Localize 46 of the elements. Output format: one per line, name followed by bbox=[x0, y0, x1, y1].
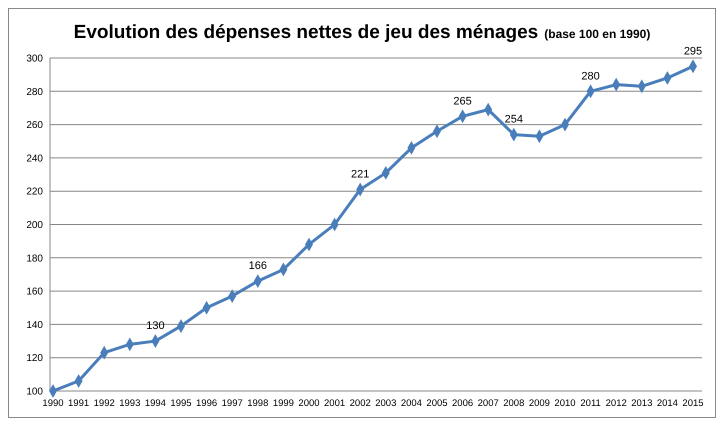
x-tick-label: 2003 bbox=[375, 398, 396, 409]
y-tick-label: 220 bbox=[26, 186, 44, 198]
x-tick-label: 1996 bbox=[196, 398, 218, 409]
data-label: 130 bbox=[146, 320, 165, 332]
x-tick-label: 1997 bbox=[222, 398, 243, 409]
y-tick-label: 120 bbox=[26, 353, 44, 364]
x-tick-label: 2014 bbox=[656, 398, 678, 409]
x-tick-label: 2015 bbox=[682, 398, 704, 409]
x-tick-label: 1998 bbox=[247, 398, 268, 409]
x-tick-label: 2005 bbox=[426, 398, 448, 409]
y-tick-label: 200 bbox=[26, 220, 44, 231]
data-label: 265 bbox=[453, 95, 472, 108]
x-tick-label: 1990 bbox=[42, 398, 64, 409]
x-tick-label: 1995 bbox=[170, 398, 192, 409]
x-tick-label: 2012 bbox=[606, 398, 627, 409]
data-label: 166 bbox=[248, 260, 267, 272]
x-tick-label: 1994 bbox=[144, 398, 166, 409]
data-label: 295 bbox=[684, 45, 702, 58]
x-tick-label: 2011 bbox=[580, 398, 601, 409]
data-label: 221 bbox=[351, 168, 370, 181]
x-tick-label: 2006 bbox=[452, 398, 474, 409]
x-tick-label: 1991 bbox=[68, 398, 90, 409]
y-tick-label: 280 bbox=[26, 86, 44, 98]
chart-subtitle: (base 100 en 1990) bbox=[544, 27, 650, 41]
y-tick-label: 180 bbox=[26, 253, 44, 264]
y-tick-label: 240 bbox=[26, 153, 44, 164]
x-tick-label: 2004 bbox=[400, 398, 422, 409]
y-tick-label: 300 bbox=[26, 54, 44, 64]
y-tick-label: 260 bbox=[26, 120, 44, 132]
x-tick-label: 2000 bbox=[298, 398, 320, 409]
data-label: 280 bbox=[581, 70, 600, 82]
y-tick-label: 100 bbox=[26, 386, 44, 398]
x-tick-label: 1993 bbox=[119, 398, 140, 409]
x-tick-label: 1992 bbox=[94, 398, 115, 409]
x-tick-label: 2010 bbox=[554, 398, 576, 409]
x-tick-label: 2002 bbox=[350, 398, 371, 409]
y-tick-label: 140 bbox=[26, 320, 44, 331]
x-tick-label: 2008 bbox=[503, 398, 524, 409]
x-tick-label: 2007 bbox=[478, 398, 499, 409]
chart-title: Evolution des dépenses nettes de jeu des ménages bbox=[74, 22, 538, 43]
data-label: 254 bbox=[504, 114, 523, 126]
x-tick-label: 1999 bbox=[272, 398, 294, 409]
x-tick-label: 2009 bbox=[528, 398, 550, 409]
x-tick-label: 2001 bbox=[324, 398, 346, 409]
y-tick-label: 160 bbox=[26, 286, 44, 298]
x-tick-label: 2013 bbox=[631, 398, 652, 409]
